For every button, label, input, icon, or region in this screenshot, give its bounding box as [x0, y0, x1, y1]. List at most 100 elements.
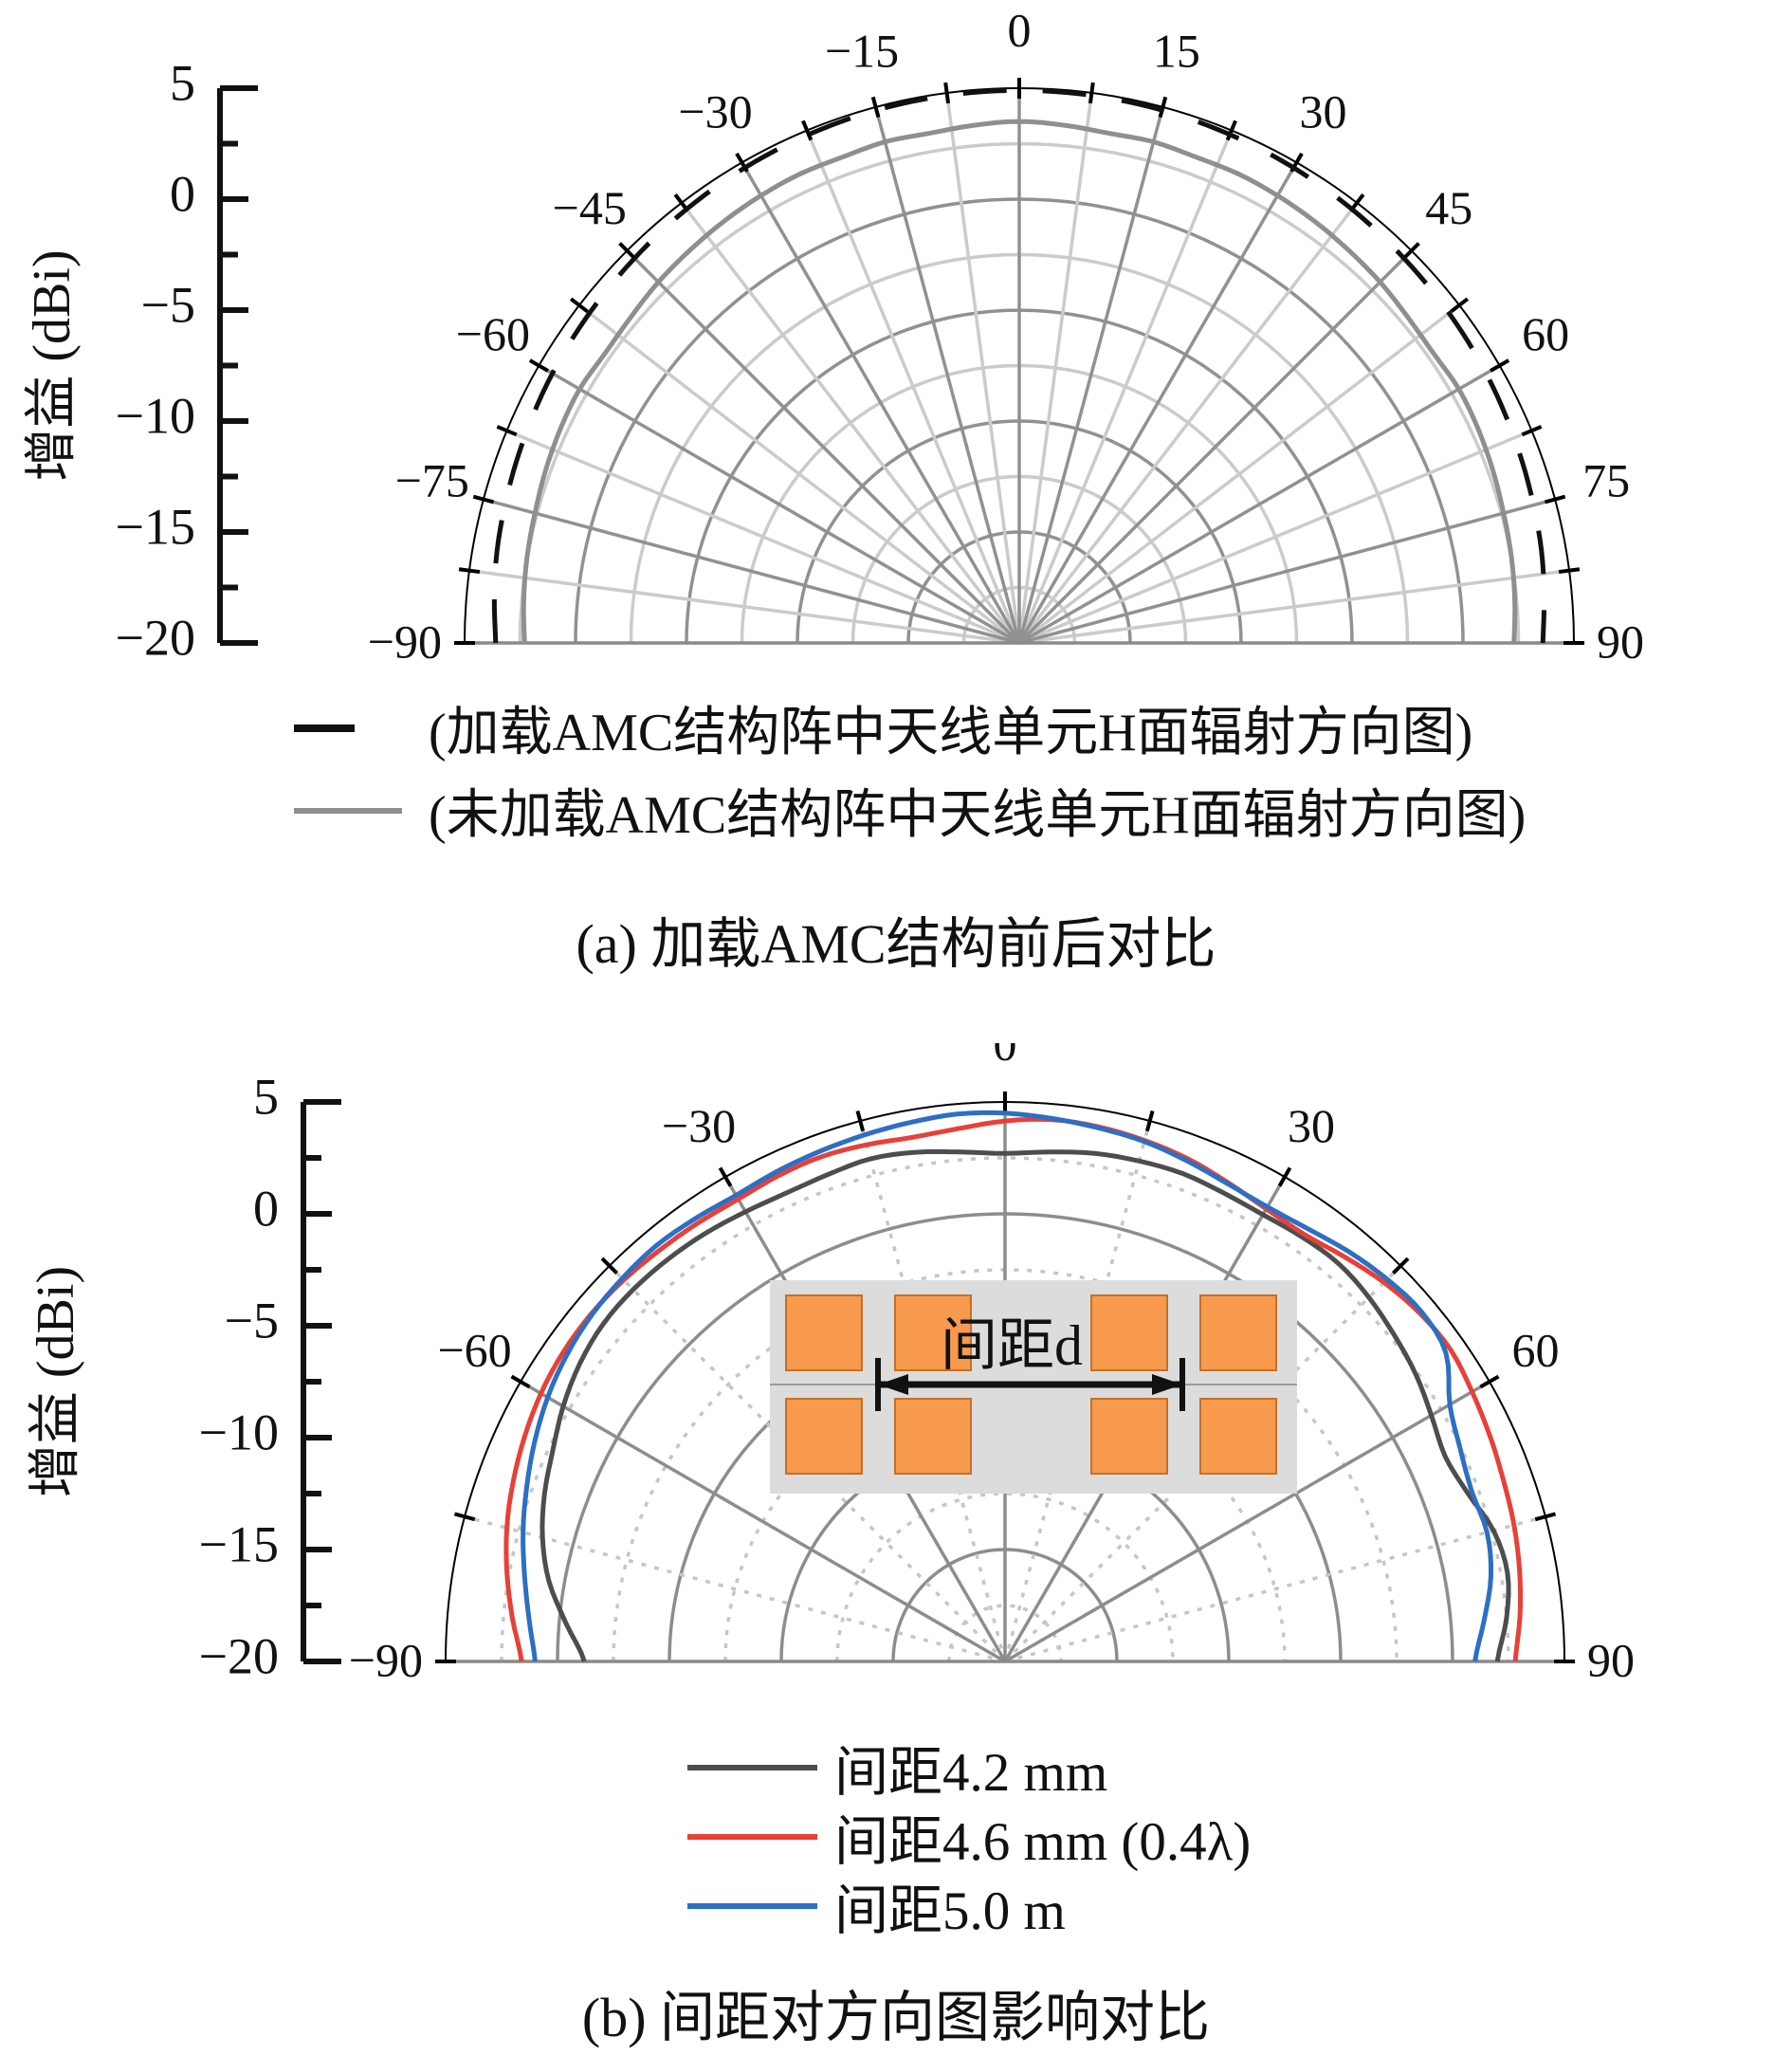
- angle-grid-line-major: [1004, 1380, 1490, 1663]
- angle-tick-label: −60: [456, 307, 530, 360]
- angle-tick-label: 60: [1511, 1323, 1559, 1376]
- gain-grid-circle-minor: [500, 1156, 1510, 1662]
- angle-grid-line-major: [1017, 249, 1413, 645]
- boundary-tick: [458, 567, 481, 575]
- boundary-tick: [1277, 1166, 1292, 1187]
- angle-grid-line-minor: [1017, 201, 1359, 645]
- angle-grid-line-minor: [680, 201, 1021, 645]
- angle-grid-line-minor: [505, 429, 1020, 645]
- gain-grid-circle-minor: [947, 1604, 1063, 1662]
- angle-tick-label: 30: [1288, 1099, 1335, 1152]
- angle-grid-line-minor: [1017, 92, 1094, 644]
- gain-tick-label: −20: [116, 609, 195, 666]
- legend-item-spacing-46: 间距4.6 mm (0.4λ): [687, 1802, 1251, 1872]
- antenna-patch: [785, 1398, 863, 1475]
- angle-grid-line-minor: [805, 129, 1021, 644]
- angle-grid-line-minor: [577, 303, 1021, 645]
- angle-grid-line-major: [520, 1380, 1006, 1663]
- legend-item-unloaded-amc: (未加载AMC结构阵中天线单元H面辐射方向图): [294, 769, 1526, 852]
- angle-grid-line-major: [740, 161, 1021, 644]
- angle-grid-line-minor: [1017, 303, 1461, 645]
- boundary-tick: [618, 242, 636, 260]
- inset-dimension-label: 间距d: [941, 1314, 1083, 1377]
- antenna-patch: [785, 1294, 863, 1371]
- arrowhead-right: [1152, 1374, 1182, 1395]
- series-curve-1: [503, 1116, 1524, 1662]
- boundary-tick: [1558, 567, 1581, 575]
- angle-tick-label: 60: [1522, 307, 1569, 360]
- angle-tick-label: 15: [1153, 24, 1200, 77]
- angle-tick-label: −90: [349, 1633, 423, 1686]
- angle-grid-line-minor: [1018, 429, 1533, 645]
- boundary-tick: [1479, 1374, 1500, 1389]
- angle-grid-line-minor: [468, 568, 1020, 645]
- angle-tick-label: 90: [1597, 615, 1644, 668]
- angle-tick-label: 90: [1587, 1633, 1635, 1686]
- angle-grid-line-minor: [1004, 1514, 1546, 1663]
- solid-line-swatch: [687, 1833, 817, 1840]
- solid-line-swatch: [687, 1902, 817, 1909]
- legend-label: 间距5.0 m: [834, 1881, 1066, 1941]
- boundary-tick: [801, 119, 814, 141]
- legend-panel-a: (加载AMC结构阵中天线单元H面辐射方向图) (未加载AMC结构阵中天线单元H面…: [294, 687, 1526, 852]
- boundary-tick: [855, 1110, 866, 1132]
- gain-tick-label: −5: [225, 1292, 279, 1349]
- angle-grid-line-minor: [944, 92, 1021, 644]
- angle-grid-line-major: [1017, 161, 1299, 644]
- antenna-patch: [894, 1398, 972, 1475]
- boundary-tick: [718, 1166, 733, 1187]
- legend-item-loaded-amc: (加载AMC结构阵中天线单元H面辐射方向图): [294, 687, 1526, 769]
- angle-grid-line-major: [626, 249, 1021, 645]
- gain-tick-label: 0: [170, 165, 195, 222]
- antenna-array-inset: 间距d: [770, 1280, 1297, 1494]
- boundary-tick: [1144, 1110, 1155, 1132]
- gain-tick-label: 0: [253, 1180, 279, 1237]
- angle-tick-label: −30: [662, 1099, 736, 1152]
- boundary-tick: [496, 425, 518, 437]
- boundary-tick: [1402, 242, 1420, 260]
- caption-panel-a: (a) 加载AMC结构前后对比: [576, 913, 1216, 975]
- boundary-tick: [528, 358, 549, 373]
- angle-tick-label: −15: [825, 24, 899, 77]
- gain-tick-label: −10: [116, 387, 195, 444]
- angle-tick-label: 30: [1300, 84, 1347, 138]
- gain-tick-label: −10: [199, 1404, 279, 1460]
- boundary-tick: [1544, 494, 1566, 505]
- caption-panel-b: (b) 间距对方向图影响对比: [581, 1987, 1211, 2048]
- series-curve-0: [491, 87, 1547, 644]
- boundary-tick: [453, 1512, 476, 1522]
- gain-axis-title: 增益 (dBi): [23, 249, 82, 481]
- angle-grid-line-minor: [1017, 129, 1234, 644]
- dashed-line-swatch: [294, 724, 355, 732]
- series-curve-0: [539, 1148, 1511, 1662]
- angle-grid-line-minor: [464, 1514, 1006, 1663]
- angle-tick-label: −60: [437, 1323, 511, 1376]
- gain-tick-label: −15: [199, 1515, 279, 1572]
- series-curve-2: [521, 1110, 1493, 1662]
- gain-axis-title: 增益 (dBi): [27, 1266, 85, 1497]
- boundary-tick: [1521, 425, 1543, 437]
- arrowhead-left: [878, 1374, 908, 1395]
- legend-label: 间距4.6 mm (0.4λ): [834, 1811, 1252, 1872]
- boundary-tick: [870, 96, 881, 119]
- antenna-patch: [1090, 1398, 1168, 1475]
- polar-plot-a: −90 −75 −60 −45 −30 −15 0 15 30 45 60 75 90 5 0 −5 −10 −1…: [23, 3, 1644, 668]
- antenna-patch: [894, 1294, 972, 1371]
- angle-tick-label: 75: [1582, 454, 1630, 507]
- angle-grid-line-major: [1018, 497, 1556, 645]
- angle-grid-line-major: [1018, 363, 1501, 645]
- angle-grid-line-major: [538, 363, 1020, 645]
- gain-tick-label: 5: [170, 54, 195, 111]
- antenna-patch: [1199, 1294, 1277, 1371]
- gain-tick-label: −20: [199, 1627, 279, 1684]
- solid-line-swatch: [294, 807, 402, 814]
- dimension-arrow: [770, 1358, 1297, 1411]
- boundary-tick: [1490, 358, 1510, 373]
- series-curve-1: [521, 119, 1518, 644]
- angle-tick-label: −45: [553, 181, 627, 234]
- angle-grid-line-major: [483, 497, 1020, 645]
- angle-grid-line-minor: [1018, 568, 1570, 645]
- gain-grid-circle-minor: [835, 1492, 1175, 1662]
- boundary-tick: [1158, 96, 1168, 119]
- gain-tick-label: 5: [253, 1068, 279, 1125]
